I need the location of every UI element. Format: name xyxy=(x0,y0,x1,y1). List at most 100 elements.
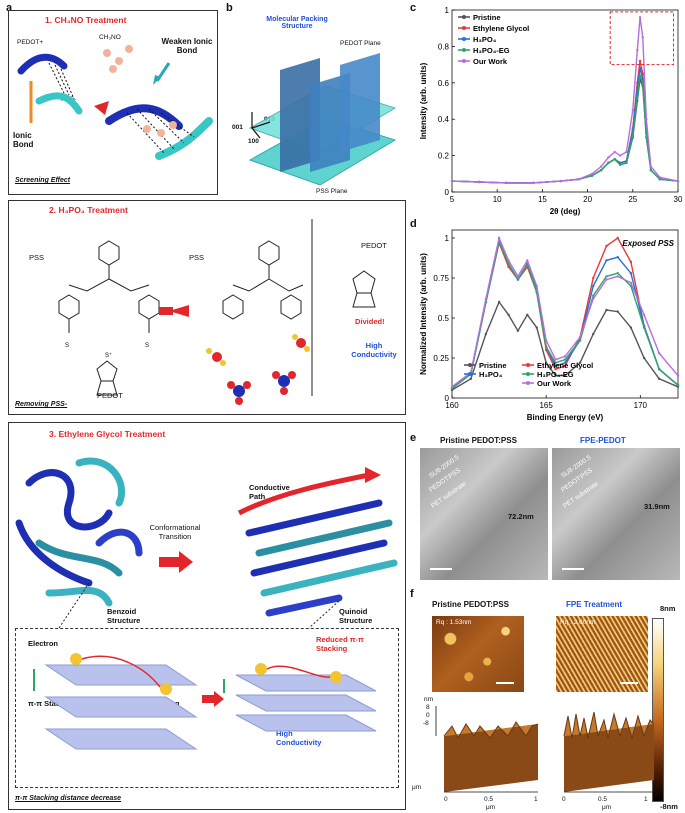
x-tick-label: 160 xyxy=(445,401,459,410)
data-point-h3po4 xyxy=(592,284,595,288)
a2-pss-left: PSS xyxy=(29,253,45,262)
f-x-unit: μm xyxy=(486,804,496,811)
legend-label-ours: Our Work xyxy=(473,57,508,66)
panel-letter-b: b xyxy=(226,2,233,14)
svg-text:S: S xyxy=(65,343,69,349)
data-point-h3po4eg xyxy=(616,272,619,275)
data-point-ours xyxy=(590,172,594,175)
a3-footer: π-π Stacking distance decrease xyxy=(15,795,122,802)
x-tick-label: 30 xyxy=(674,195,682,204)
data-point-h3po4 xyxy=(638,67,642,70)
data-point-pristine xyxy=(516,329,520,332)
data-point-ours xyxy=(658,176,662,179)
legend-label-h3po4eg: H₃PO₄-EG xyxy=(473,46,510,55)
b-pedot-plane: PEDOT Plane xyxy=(340,40,381,47)
a3-conformational: Conformational Transition xyxy=(149,523,201,541)
f-right-rq: Rq : 2.60nm xyxy=(560,619,596,626)
a3-benzoid: Benzoid Structure xyxy=(107,607,141,625)
f-right-scalebar xyxy=(620,682,638,684)
legend-marker-pristine xyxy=(462,15,466,19)
f-x-tick-1-right: 1 xyxy=(644,796,648,803)
x-tick-label: 15 xyxy=(538,195,547,204)
a1-pedot-label: PEDOT+ xyxy=(17,39,44,46)
data-point-pristine xyxy=(526,313,529,316)
legend-marker-h3po4eg xyxy=(462,48,466,52)
data-point-ours xyxy=(642,313,646,316)
data-point-ours xyxy=(526,259,529,262)
a2-high-conductivity: High Conductivity xyxy=(351,341,397,359)
y-tick-label: 0.25 xyxy=(433,354,449,363)
f-right-title: FPE Treatment xyxy=(566,600,623,609)
svg-text:S⁺: S⁺ xyxy=(105,352,112,359)
data-point-ours xyxy=(577,178,580,181)
x-axis-label: 2θ (deg) xyxy=(550,207,581,216)
data-point-h3po4eg xyxy=(613,158,616,161)
a2-illustration: S S S⁺ xyxy=(58,219,376,405)
data-point-h3po4eg xyxy=(590,174,594,177)
data-point-h3po4eg xyxy=(636,96,639,99)
legend-marker-h3po4 xyxy=(462,37,466,41)
chart-d-xps: 160 165 170 0 0.25 0.5 0.75 1 Binding Energy (eV… xyxy=(419,229,680,422)
data-point-ours xyxy=(599,165,603,168)
a3-high-conductivity: High Conductivity xyxy=(276,729,322,747)
y-tick-label: 0.5 xyxy=(438,314,450,323)
data-point-ours xyxy=(532,181,535,185)
f-x-tick-0-right: 0 xyxy=(562,796,566,803)
data-point-ours xyxy=(578,336,582,339)
b-axis-001: 001 xyxy=(232,124,243,131)
data-point-ours xyxy=(505,181,508,185)
a1-title: 1. CH₃NO Treatment xyxy=(45,15,127,25)
a3-conductive-path: Conductive Path xyxy=(249,483,290,501)
data-point-h3po4 xyxy=(616,256,619,259)
legend-label-pristine: Pristine xyxy=(473,13,501,22)
a2-pss-mid: PSS xyxy=(189,253,205,262)
data-point-h3po4eg xyxy=(657,368,661,371)
chart-c-xrd: 5 10 15 20 25 30 0 0.2 0.4 0.6 0.8 1 2θ (deg) Intensi… xyxy=(419,6,682,216)
data-point-ours xyxy=(676,374,680,377)
a1-illustration xyxy=(17,45,213,160)
data-point-h3po4eg xyxy=(544,345,548,348)
data-point-h3po4eg xyxy=(676,384,680,387)
data-point-ours xyxy=(592,297,595,300)
x-tick-label: 5 xyxy=(450,195,455,204)
f-z-tick-neg8: -8 xyxy=(423,720,429,727)
f-x-tick-05-right: 0.5 xyxy=(598,796,608,803)
data-point-h3po4 xyxy=(605,259,608,262)
a3-pipi: π-π Stacking xyxy=(28,699,76,708)
f-3d-surfaces xyxy=(435,706,655,793)
b-illustration xyxy=(248,53,397,186)
data-point-ours xyxy=(638,16,642,19)
panel-letter-e: e xyxy=(410,432,417,444)
data-point-ours xyxy=(649,165,653,168)
b-title: Molecular Packing Structure xyxy=(266,16,328,30)
data-point-ours xyxy=(625,150,628,154)
data-point-ours xyxy=(605,278,608,281)
f-left-rq: Rq : 1.53nm xyxy=(436,619,472,626)
legend-marker-eg xyxy=(462,26,466,30)
data-point-h3po4eg xyxy=(618,163,622,166)
legend-marker-ours xyxy=(462,59,466,63)
data-point-pristine xyxy=(535,326,538,329)
legend-label-h3po4eg: H₃PO₄-EG xyxy=(537,370,574,379)
panel-letter-a: a xyxy=(6,2,13,14)
data-point-ours xyxy=(544,339,548,342)
legend-marker-pristine xyxy=(468,363,472,367)
b-axis-100: 100 xyxy=(248,138,259,145)
legend-marker-eg xyxy=(526,363,530,367)
legend-label-h3po4: H₃PO₄ xyxy=(479,370,503,379)
x-tick-label: 20 xyxy=(583,195,592,204)
data-point-ours xyxy=(629,281,633,284)
data-point-h3po4eg xyxy=(625,161,628,165)
e-left-title: Pristine PEDOT:PSS xyxy=(440,436,517,445)
plot-frame xyxy=(451,9,679,193)
e-left-image: SU8-2000.5 PEDOT:PSS PET substrate 72.2n… xyxy=(420,448,548,580)
legend-label-eg: Ethylene Glycol xyxy=(537,361,593,370)
a3-electron: Electron xyxy=(28,639,59,648)
data-point-h3po4 xyxy=(554,364,557,368)
data-point-ours xyxy=(535,284,538,288)
data-point-pristine xyxy=(563,374,567,377)
f-x-tick-05: 0.5 xyxy=(484,796,494,803)
f-colorbar-top: 8nm xyxy=(660,604,676,613)
f-left-scalebar xyxy=(496,682,514,684)
svg-text:S: S xyxy=(145,343,149,349)
